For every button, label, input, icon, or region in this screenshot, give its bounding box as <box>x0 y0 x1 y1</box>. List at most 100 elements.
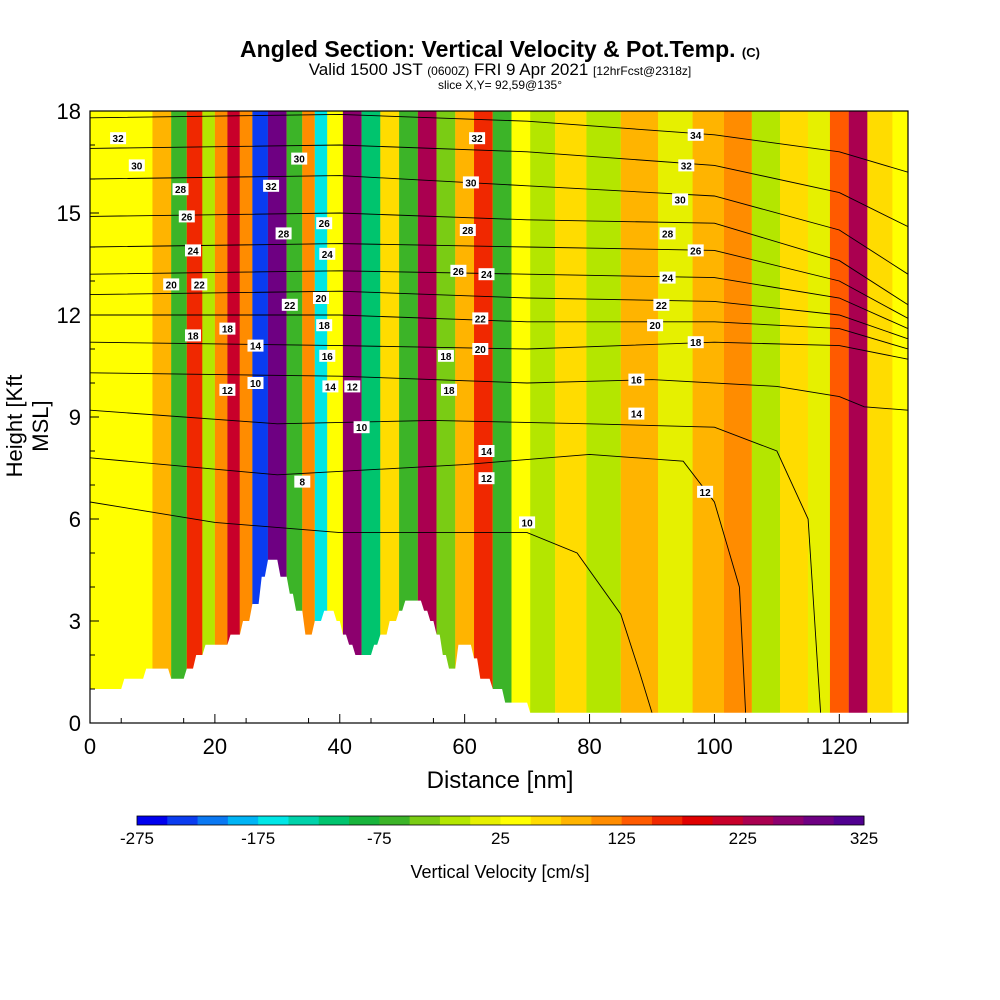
velocity-band <box>314 111 328 723</box>
theta-label-bg <box>219 322 236 335</box>
theta-label-bg <box>687 336 704 349</box>
x-axis-label: Distance [nm] <box>426 767 574 794</box>
theta-label-bg <box>185 244 201 257</box>
theta-label: 24 <box>319 247 336 261</box>
theta-label-bg <box>478 445 495 457</box>
velocity-band <box>202 111 215 723</box>
theta-label: 28 <box>659 227 676 240</box>
velocity-band <box>808 111 830 723</box>
valid-utc-label: (0600Z) <box>427 64 470 78</box>
velocity-band <box>152 111 172 723</box>
theta-label: 20 <box>472 343 489 356</box>
theta-label-text: 10 <box>356 423 368 434</box>
velocity-band <box>492 111 512 723</box>
theta-label-text: 26 <box>690 246 702 257</box>
theta-label: 30 <box>291 152 308 166</box>
theta-label-bg <box>178 210 195 223</box>
theta-contour <box>90 290 908 340</box>
theta-label-bg <box>678 159 695 172</box>
theta-label: 18 <box>185 329 201 342</box>
theta-label-bg <box>628 373 645 386</box>
colorbar-swatch <box>137 816 168 825</box>
theta-label: 12 <box>697 485 714 499</box>
theta-label-text: 32 <box>681 161 693 172</box>
theta-label: 18 <box>437 349 454 363</box>
theta-labels: 32 30 28 26 24 20 22 18 18 14 10 12 32 30 28 26 24 22 20 18… <box>110 128 714 529</box>
theta-label-bg <box>478 472 495 485</box>
colorbar: -275 -175 -75 25 125 225 325 <box>120 815 878 848</box>
velocity-band <box>848 111 868 723</box>
theta-label: 16 <box>628 373 645 387</box>
theta-label: 12 <box>344 380 361 393</box>
colorbar-tick-label: 225 <box>729 829 757 848</box>
theta-label-bg <box>344 380 361 393</box>
velocity-band <box>342 111 362 723</box>
velocity-band <box>829 111 849 723</box>
theta-label-text: 18 <box>443 386 455 397</box>
colorbar-swatch <box>742 816 774 825</box>
theta-contour <box>90 453 747 713</box>
colorbar-tick-label: -275 <box>120 829 154 848</box>
valid-time-line: Valid 1500 JST (0600Z) FRI 9 Apr 2021 [1… <box>0 60 1000 80</box>
theta-label-text: 22 <box>475 314 487 325</box>
theta-label-text: 32 <box>472 134 484 145</box>
theta-contour <box>90 372 908 411</box>
velocity-band <box>692 111 724 723</box>
theta-label: 28 <box>275 227 292 240</box>
y-axis-label: Height [Kft MSL] <box>2 374 53 478</box>
colorbar-tick-label: -75 <box>367 829 392 848</box>
theta-label-bg <box>263 179 280 192</box>
theta-label-bg <box>275 227 292 240</box>
theta-label-bg <box>659 227 676 240</box>
terrain-mask <box>90 559 908 723</box>
theta-label-bg <box>322 380 339 393</box>
theta-label: 14 <box>628 407 645 421</box>
velocity-band <box>214 111 228 723</box>
theta-label: 26 <box>316 217 333 230</box>
velocity-field <box>90 111 908 723</box>
theta-label: 12 <box>478 472 495 485</box>
theta-label: 14 <box>322 380 339 393</box>
theta-label-bg <box>110 132 127 145</box>
theta-label-bg <box>441 383 457 396</box>
colorbar-swatch <box>349 816 380 825</box>
copyright-mark: (C) <box>741 45 760 60</box>
theta-contour <box>90 341 908 360</box>
theta-label-text: 22 <box>284 301 296 312</box>
theta-label-bg <box>659 271 676 284</box>
theta-label-bg <box>687 128 704 141</box>
theta-contour <box>90 270 908 330</box>
y-tick-label: 18 <box>57 99 81 124</box>
colorbar-tick-label: 125 <box>607 829 635 848</box>
theta-label-text: 10 <box>522 518 534 529</box>
colorbar-swatch <box>712 816 744 825</box>
theta-label-text: 32 <box>266 182 278 193</box>
theta-label-text: 20 <box>166 280 178 291</box>
velocity-band <box>474 111 493 723</box>
colorbar-swatch <box>561 816 592 825</box>
velocity-band <box>867 111 893 723</box>
theta-label-bg <box>469 132 486 145</box>
theta-label-text: 26 <box>181 212 193 223</box>
theta-label: 34 <box>687 128 704 142</box>
velocity-band <box>186 111 203 723</box>
valid-time-label: Valid 1500 JST <box>308 60 423 79</box>
theta-label-text: 30 <box>131 161 143 172</box>
y-tick-label: 9 <box>69 405 81 430</box>
y-tick-label: 15 <box>57 201 81 226</box>
theta-label-text: 12 <box>481 474 493 485</box>
axes: 0 20 40 60 80 100 120 0 3 6 9 12 15 18 <box>57 99 872 759</box>
colorbar-swatch <box>773 816 804 825</box>
theta-contour <box>90 501 653 713</box>
x-tick-label: 120 <box>821 734 858 759</box>
colorbar-swatch <box>470 816 501 825</box>
theta-label-bg <box>219 383 236 396</box>
theta-label-bg <box>647 319 664 332</box>
theta-label-text: 22 <box>194 280 206 291</box>
colorbar-swatch <box>682 816 714 825</box>
y-tick-label: 3 <box>69 609 81 634</box>
theta-label-text: 30 <box>294 155 306 166</box>
colorbar-tick-label: -175 <box>241 829 275 848</box>
theta-label: 22 <box>191 278 208 291</box>
